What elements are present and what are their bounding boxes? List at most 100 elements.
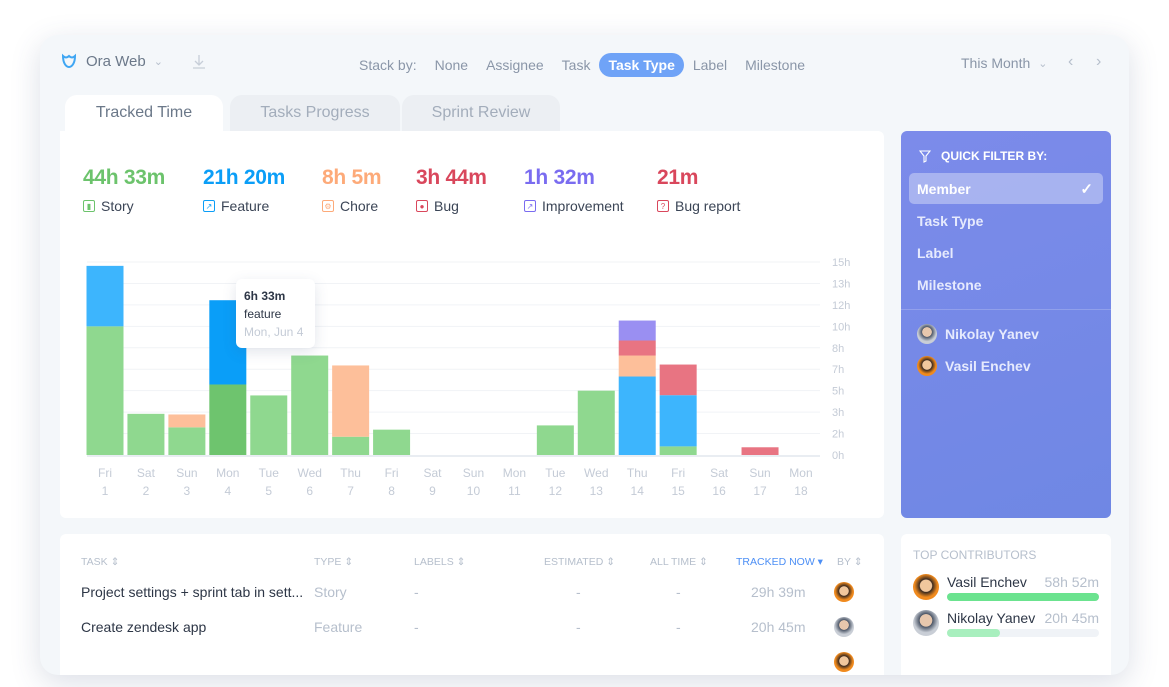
filter-milestone[interactable]: Milestone [917,276,982,293]
stack-task[interactable]: Task [561,57,591,73]
x-tick-day: Wed [297,466,321,480]
x-tick-date: 1 [102,484,109,498]
avatar [834,652,854,672]
bar-bug[interactable] [618,340,656,356]
col-type[interactable]: TYPE ⇕ [314,556,354,568]
divider [901,309,1111,310]
avatar [917,323,937,344]
task-labels: - [414,584,419,600]
chevron-down-icon: ⌄ [1038,57,1048,70]
period-selector[interactable]: This Month ⌄ [961,55,1047,71]
contributor-progress [947,629,1099,637]
bar-story[interactable] [86,326,124,455]
project-selector[interactable]: Ora Web ⌄ [60,52,163,70]
task-tracked: 20h 45m [751,619,806,635]
stack-label[interactable]: Label [692,57,728,73]
filter-label[interactable]: Label [917,244,954,261]
bar-story[interactable] [127,413,165,455]
avatar [913,574,939,600]
col-tracked-now[interactable]: TRACKED NOW ▾ [736,556,823,568]
contributor-time: 58h 52m [1044,574,1099,590]
x-tick-day: Tue [259,466,280,480]
x-tick-date: 18 [794,484,808,498]
task-estimated: - [576,584,581,600]
filter-member-label: Member [917,180,971,197]
summary-bug: 3h 44m ● Bug [416,166,487,214]
y-tick-label: 10h [832,321,850,333]
bar-story[interactable] [291,355,329,455]
stack-by-bar: Stack by: None Assignee Task Task Type L… [350,53,814,77]
summary-label: Bug [434,198,459,214]
x-tick-date: 4 [224,484,231,498]
stack-none[interactable]: None [434,57,469,73]
y-tick-label: 8h [832,343,844,355]
summary-chore: 8h 5m ⚙ Chore [322,166,382,214]
col-all-time[interactable]: ALL TIME ⇕ [650,556,708,568]
chart-tooltip: 6h 33m feature Mon, Jun 4 [236,279,315,348]
stack-milestone[interactable]: Milestone [745,57,806,73]
tab-sprint-review[interactable]: Sprint Review [402,95,560,131]
x-tick-date: 6 [306,484,313,498]
filter-icon [919,150,931,163]
avatar [917,355,937,376]
tracked-time-panel: 44h 33m ▮ Story 21h 20m ↗ Feature 8h 5m ⚙ Cho… [60,131,884,518]
x-tick-day: Thu [340,466,361,480]
quick-filter-panel: QUICK FILTER BY: Member ✓ Task Type Label… [901,131,1111,518]
y-tick-label: 2h [832,429,844,441]
avatar [913,610,939,636]
filter-member[interactable]: Member ✓ [909,173,1103,204]
x-tick-day: Sun [463,466,484,480]
bar-story[interactable] [373,429,411,455]
col-labels[interactable]: LABELS ⇕ [414,556,466,568]
bar-feature[interactable] [86,265,124,327]
summary-value: 21m [657,166,699,189]
bar-chore[interactable] [618,355,656,377]
summary-value: 21h 20m [203,166,285,189]
col-task[interactable]: TASK ⇕ [81,556,120,568]
stack-assignee[interactable]: Assignee [486,57,544,73]
bar-chore[interactable] [332,365,370,437]
bar-story[interactable] [250,395,288,455]
bar-bug[interactable] [741,447,779,455]
tab-tasks-progress[interactable]: Tasks Progress [230,95,400,131]
filter-task-type[interactable]: Task Type [917,212,984,229]
x-tick-day: Sun [176,466,197,480]
x-tick-day: Thu [627,466,648,480]
stack-task-type[interactable]: Task Type [599,53,684,77]
contributor-progress [947,593,1099,601]
member-name: Vasil Enchev [945,357,1031,374]
x-tick-date: 16 [712,484,726,498]
y-tick-label: 15h [832,257,850,269]
y-tick-label: 0h [832,450,844,462]
col-by[interactable]: BY ⇕ [837,556,863,568]
chevron-right-icon[interactable]: › [1096,53,1102,70]
bar-bug[interactable] [659,364,697,396]
col-estimated[interactable]: ESTIMATED ⇕ [544,556,616,568]
quick-filter-title: QUICK FILTER BY: [941,149,1048,163]
bar-improvement[interactable] [618,320,656,341]
x-tick-day: Fri [98,466,112,480]
y-tick-label: 7h [832,364,844,376]
tasks-table: TASK ⇕ TYPE ⇕ LABELS ⇕ ESTIMATED ⇕ ALL T… [60,534,884,675]
check-icon: ✓ [1080,180,1093,198]
member-vasil[interactable]: Vasil Enchev [909,350,1103,381]
download-icon[interactable] [192,54,206,70]
bar-story[interactable] [209,384,247,455]
bar-chore[interactable] [168,414,206,428]
x-tick-day: Fri [385,466,399,480]
x-tick-date: 11 [508,484,521,498]
bar-story[interactable] [168,427,206,455]
bar-story[interactable] [659,446,697,455]
bar-feature[interactable] [659,395,697,447]
member-nikolay[interactable]: Nikolay Yanev [909,318,1103,349]
tooltip-type: feature [244,307,282,321]
bar-story[interactable] [536,425,574,455]
x-tick-day: Mon [216,466,239,480]
x-tick-day: Mon [789,466,812,480]
bar-story[interactable] [577,390,615,455]
x-tick-date: 12 [549,484,563,498]
bar-feature[interactable] [618,376,656,455]
bar-story[interactable] [332,436,370,455]
tab-tracked-time[interactable]: Tracked Time [65,95,223,131]
chevron-left-icon[interactable]: ‹ [1068,53,1074,70]
